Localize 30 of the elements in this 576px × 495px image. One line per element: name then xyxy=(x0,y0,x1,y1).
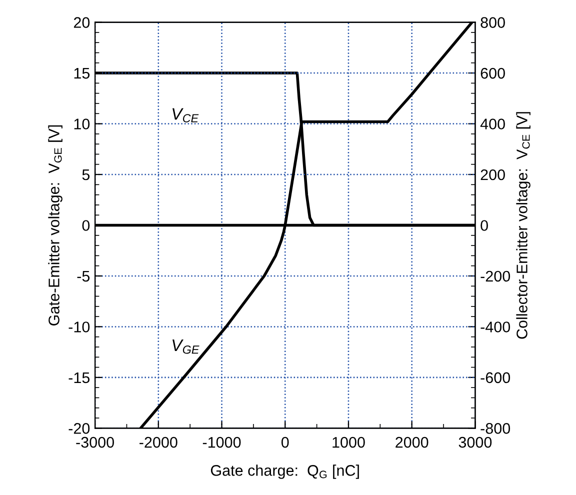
x-tick-label: -1000 xyxy=(202,436,241,448)
y2-tick-label: 600 xyxy=(480,68,505,79)
x-tick-label: 3000 xyxy=(458,436,492,448)
y-axis-title: Gate-Emitter voltage: V$_{GE}$ [V] xyxy=(48,125,62,326)
x-tick-label: 1000 xyxy=(332,436,365,448)
x-axis-title: Gate charge: Q$_{G}$ [nC] xyxy=(210,464,359,479)
x-tick-label: 2000 xyxy=(396,436,428,448)
y-tick-label: -20 xyxy=(68,423,90,434)
x-tick-label: -2000 xyxy=(140,436,178,448)
y2-axis-title: Collector-Emitter voltage: V$_{CE}$ [V] xyxy=(516,112,530,339)
y2-tick-label: -200 xyxy=(480,270,510,282)
y-tick-label: -15 xyxy=(68,372,90,384)
x-tick-label: 0 xyxy=(281,436,289,448)
y2-tick-label: -600 xyxy=(480,372,510,384)
y-tick-label: 10 xyxy=(74,118,90,130)
y-tick-label: 0 xyxy=(82,220,90,231)
y2-tick-label: 200 xyxy=(480,169,505,180)
y-tick-label: 20 xyxy=(74,17,90,28)
x-tick-label: -3000 xyxy=(76,436,114,448)
y-tick-label: -5 xyxy=(77,270,90,282)
y2-tick-label: -400 xyxy=(480,322,510,332)
series-label: V$_{GE}$ xyxy=(172,340,200,354)
y-tick-label: -10 xyxy=(68,322,90,332)
y2-tick-label: 400 xyxy=(480,118,505,130)
y2-tick-label: -800 xyxy=(480,423,510,434)
text: V$_{CE}$ xyxy=(172,108,199,122)
y-tick-label: 15 xyxy=(74,68,90,79)
y2-tick-label: 0 xyxy=(480,220,488,231)
y2-tick-label: 800 xyxy=(480,17,505,28)
y-tick-label: 5 xyxy=(82,170,90,180)
